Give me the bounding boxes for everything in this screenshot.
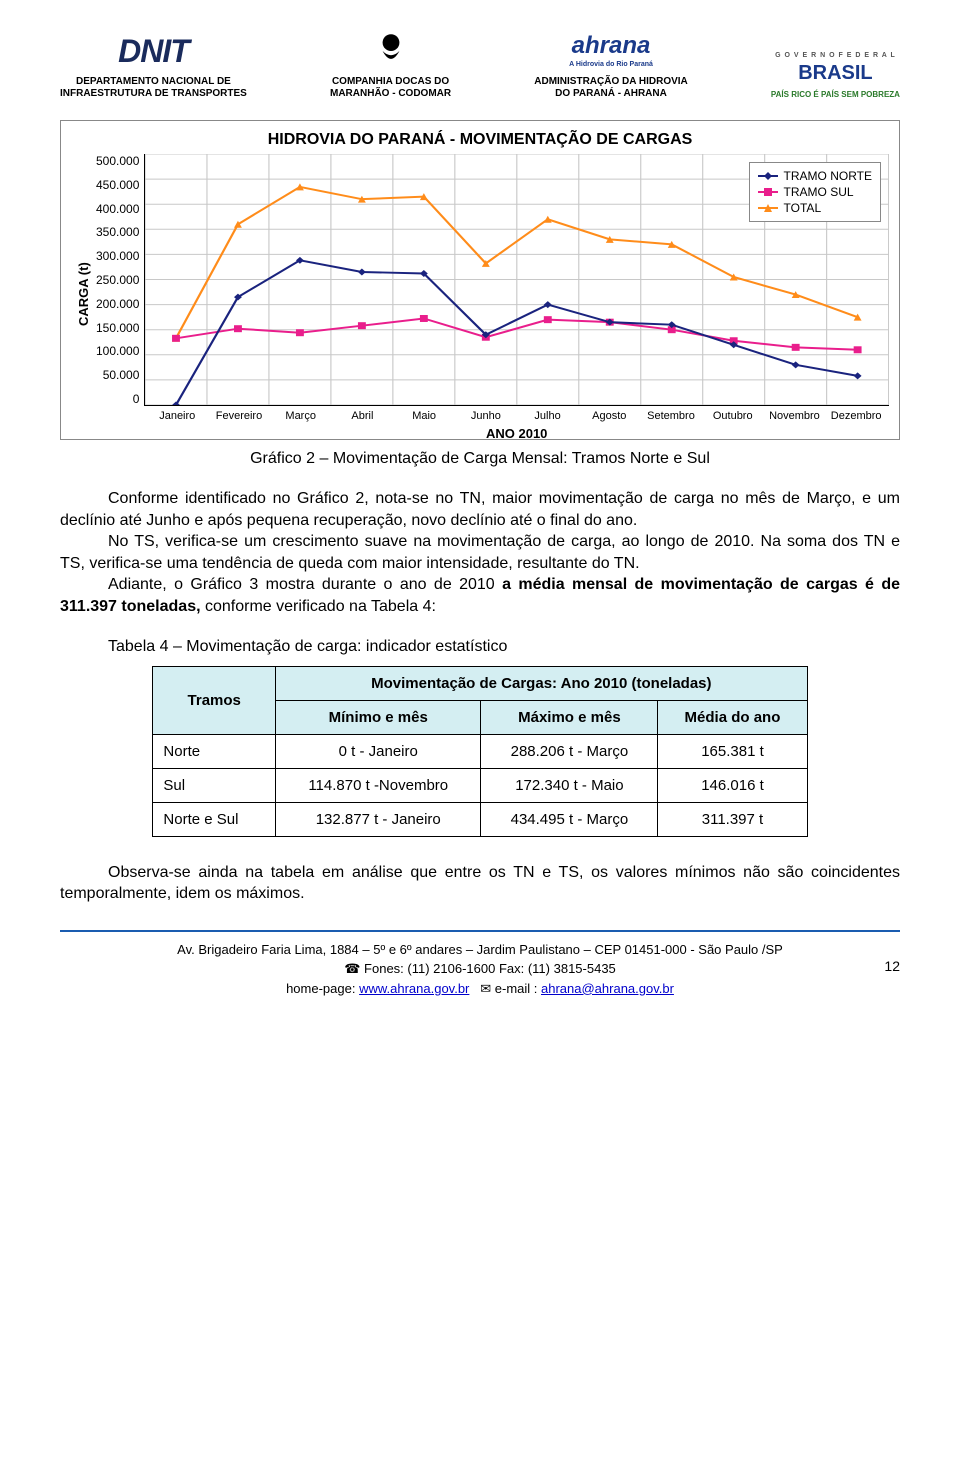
table-row: Norte0 t - Janeiro288.206 t - Março165.3… (153, 734, 807, 768)
table-rowhdr-label: Tramos (153, 666, 276, 734)
logo-ahrana: ahrana A Hidrovia do Rio Paraná ADMINIST… (534, 30, 688, 100)
chart-x-label: ANO 2010 (144, 426, 889, 441)
homepage-link[interactable]: www.ahrana.gov.br (359, 981, 469, 996)
table-merged-header: Movimentação de Cargas: Ano 2010 (tonela… (276, 666, 808, 700)
legend-item-norte: TRAMO NORTE (758, 169, 872, 183)
footer-phones: ☎ Fones: (11) 2106-1600 Fax: (11) 3815-5… (60, 959, 900, 979)
table-row: Sul114.870 t -Novembro172.340 t - Maio14… (153, 768, 807, 802)
footer-sep (60, 930, 900, 932)
codomar-icon (370, 30, 412, 72)
page-footer: Av. Brigadeiro Faria Lima, 1884 – 5º e 6… (60, 940, 900, 999)
chart-legend: TRAMO NORTE TRAMO SUL TOTAL (749, 162, 881, 222)
table-col: Mínimo e mês (276, 700, 481, 734)
chart-container: HIDROVIA DO PARANÁ - MOVIMENTAÇÃO DE CAR… (60, 120, 900, 440)
body-para-1: Conforme identificado no Gráfico 2, nota… (60, 488, 900, 618)
body-para-2: Observa-se ainda na tabela em análise qu… (60, 862, 900, 905)
email-link[interactable]: ahrana@ahrana.gov.br (541, 981, 674, 996)
logo-dnit: DNIT DEPARTAMENTO NACIONAL DE INFRAESTRU… (60, 30, 247, 100)
table-row: Norte e Sul132.877 t - Janeiro434.495 t … (153, 802, 807, 836)
chart-y-label: CARGA (t) (71, 154, 96, 434)
chart-plot: TRAMO NORTE TRAMO SUL TOTAL (144, 154, 889, 406)
page-number: 12 (884, 956, 900, 977)
logo-codomar: COMPANHIA DOCAS DO MARANHÃO - CODOMAR (330, 30, 451, 100)
footer-address: Av. Brigadeiro Faria Lima, 1884 – 5º e 6… (60, 940, 900, 960)
phone-icon: ☎ (344, 961, 360, 976)
logo-brasil: G O V E R N O F E D E R A L BRASIL PAÍS … (771, 52, 900, 100)
mail-icon: ✉ (480, 981, 491, 996)
table-col: Máximo e mês (481, 700, 658, 734)
chart-y-ticks: 500.000450.000400.000350.000300.000250.0… (96, 154, 144, 406)
page-header: DNIT DEPARTAMENTO NACIONAL DE INFRAESTRU… (60, 30, 900, 100)
dnit-logo-text: DNIT (118, 32, 189, 70)
chart-x-ticks: JaneiroFevereiroMarçoAbrilMaioJunhoJulho… (144, 410, 889, 422)
chart-title: HIDROVIA DO PARANÁ - MOVIMENTAÇÃO DE CAR… (71, 131, 889, 149)
legend-item-total: TOTAL (758, 201, 872, 215)
table-caption: Tabela 4 – Movimentação de carga: indica… (108, 638, 900, 656)
chart-caption: Gráfico 2 – Movimentação de Carga Mensal… (60, 450, 900, 468)
table-col: Média do ano (658, 700, 807, 734)
legend-item-sul: TRAMO SUL (758, 185, 872, 199)
data-table: Tramos Movimentação de Cargas: Ano 2010 … (152, 666, 807, 837)
footer-links: home-page: www.ahrana.gov.br ✉ e-mail : … (60, 979, 900, 999)
